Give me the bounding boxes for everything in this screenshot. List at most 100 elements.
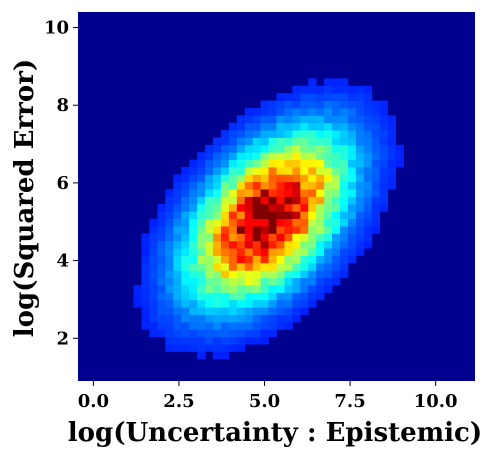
heatmap-cell [324,174,333,183]
heatmap-cell [332,174,341,183]
heatmap-cell [181,277,190,286]
heatmap-cell [268,299,277,308]
heatmap-cell [276,189,285,197]
y-axis-label: log(Squared Error) [10,59,40,337]
heatmap-cell [173,248,182,256]
heatmap-cell [332,130,341,138]
heatmap-cell [149,255,158,264]
heatmap-cell [363,93,373,101]
heatmap-cell [268,292,277,301]
y-tick-label: 6 [56,173,69,194]
heatmap-cell [355,107,365,116]
heatmap-cell [244,336,254,345]
heatmap-cell [260,122,269,131]
heatmap-cell [308,299,317,308]
heatmap-cell [220,189,230,197]
y-axis: 2 4 6 8 10 [44,18,78,349]
heatmap-cell [308,248,317,256]
heatmap-cell [387,122,396,131]
heatmap-cell [181,299,190,308]
heatmap-cell [181,292,190,301]
heatmap-cell [355,174,365,183]
heatmap-cell [236,174,246,183]
heatmap-cell [292,277,301,286]
heatmap-cell [228,203,238,212]
heatmap-cell [220,248,230,256]
heatmap-cell [173,226,182,234]
heatmap-cell [332,262,341,271]
heatmap-cell [363,218,373,227]
heatmap-cell [181,174,190,183]
heatmap-cell [212,292,222,301]
heatmap-cell [371,196,381,205]
heatmap-cell [379,189,389,197]
heatmap-cell [347,130,357,138]
heatmap-cell [212,240,222,249]
heatmap-cell [173,277,182,286]
heatmap-cell [189,336,198,345]
heatmap-cell [340,203,349,212]
heatmap-cell [332,203,341,212]
heatmap-cell [276,152,285,160]
heatmap-cell [347,181,357,190]
heatmap-cell [308,196,317,205]
heatmap-cell [173,233,182,242]
heatmap-cell [149,299,158,308]
heatmap-cell [316,159,325,168]
heatmap-cell [236,203,246,212]
heatmap-cell [220,351,230,360]
heatmap-cell [276,226,285,234]
heatmap-cell [324,189,333,197]
heatmap-cell [284,314,293,323]
heatmap-cell [332,115,341,124]
heatmap-cell [165,218,174,227]
heatmap-cell [181,255,190,264]
heatmap-cell [173,270,182,279]
heatmap-cell [141,314,150,323]
heatmap-cell [260,137,269,146]
heatmap-cell [355,248,365,256]
heatmap-cell [228,292,238,301]
heatmap-cell [347,137,357,146]
heatmap-cell [252,248,262,256]
heatmap-cell [308,262,317,271]
heatmap-cell [197,351,206,360]
heatmap-cell [149,240,158,249]
heatmap-cell [220,233,230,242]
heatmap-cell [173,189,182,197]
heatmap-cell [228,226,238,234]
heatmap-cell [212,196,222,205]
heatmap-cell [379,100,389,109]
heatmap-cell [300,307,309,315]
heatmap-cell [308,285,317,293]
heatmap-cell [189,292,198,301]
heatmap-cell [284,152,293,160]
heatmap-cell [300,130,309,138]
heatmap-cell [355,240,365,249]
heatmap-cell [355,181,365,190]
heatmap-cell [228,277,238,286]
heatmap-cell [212,277,222,286]
heatmap-cell [324,262,333,271]
heatmap-cell [276,262,285,271]
heatmap-cell [379,196,389,205]
heatmap-cell [205,203,214,212]
heatmap-cell [371,115,381,124]
heatmap-cell [300,262,309,271]
heatmap-cell [324,233,333,242]
heatmap-cell [197,344,206,352]
heatmap-cell [371,152,381,160]
heatmap-cell [268,218,277,227]
heatmap-cell [252,137,262,146]
heatmap-cell [355,211,365,220]
heatmap-cell [324,196,333,205]
heatmap-cell [308,211,317,220]
heatmap-cell [244,203,254,212]
heatmap-cell [149,262,158,271]
heatmap-cell [332,189,341,197]
heatmap-cell [268,166,277,175]
heatmap-cell [268,174,277,183]
heatmap-cell [252,255,262,264]
heatmap-cell [205,159,214,168]
heatmap-cell [205,307,214,315]
